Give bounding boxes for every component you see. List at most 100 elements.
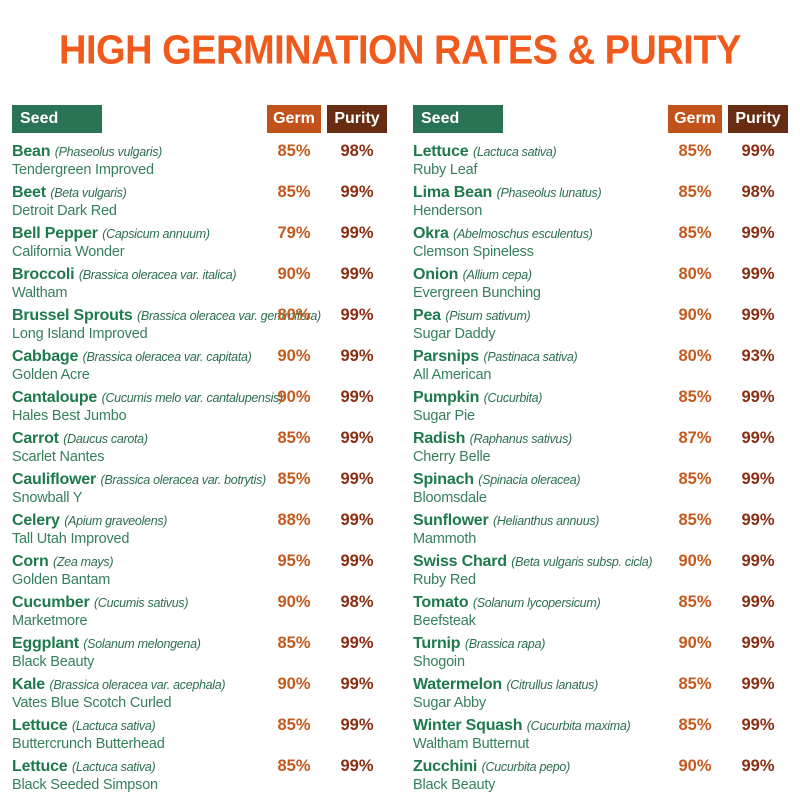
seed-latin-name: (Lactuca sativa) [71, 760, 156, 774]
seed-name: Bean [12, 143, 51, 160]
purity-value: 99% [741, 470, 775, 488]
seed-info: Turnip (Brassica rapa) Shogoin [413, 634, 668, 670]
seed-variety: Sugar Daddy [413, 326, 496, 342]
seed-name-line: Bean (Phaseolus vulgaris) [12, 142, 267, 162]
seed-info: Parsnips (Pastinaca sativa) All American [413, 347, 668, 383]
germ-value: 87% [678, 429, 712, 447]
seed-variety: Black Beauty [413, 777, 496, 793]
table-row: Broccoli (Brassica oleracea var. italica… [12, 265, 387, 301]
table-header-left: Seed Germ Purity [12, 105, 387, 133]
seed-latin-name: (Cucurbita maxima) [526, 719, 631, 733]
germ-value: 90% [277, 388, 311, 406]
seed-name: Radish [413, 430, 466, 447]
purity-value: 99% [741, 675, 775, 693]
seed-name-line: Beet (Beta vulgaris) [12, 183, 267, 203]
seed-latin-name: (Beta vulgaris subsp. cicla) [511, 555, 653, 569]
purity-value: 93% [741, 347, 775, 365]
seed-variety: Tall Utah Improved [12, 531, 130, 547]
purity-value: 99% [340, 757, 374, 775]
seed-variety: All American [413, 367, 492, 383]
germ-value: 90% [678, 552, 712, 570]
table-rows-left: Bean (Phaseolus vulgaris) Tendergreen Im… [12, 142, 387, 793]
purity-value: 99% [741, 306, 775, 324]
seed-info: Radish (Raphanus sativus) Cherry Belle [413, 429, 668, 465]
table-row: Lettuce (Lactuca sativa) Black Seeded Si… [12, 757, 387, 793]
seed-name-line: Eggplant (Solanum melongena) [12, 634, 267, 654]
table-row: Lettuce (Lactuca sativa) Ruby Leaf 85% 9… [413, 142, 788, 178]
seed-tables: Seed Germ Purity Bean (Phaseolus vulgari… [12, 105, 788, 798]
purity-value: 99% [340, 347, 374, 365]
purity-header-cell: Purity [728, 105, 788, 133]
seed-info: Pea (Pisum sativum) Sugar Daddy [413, 306, 668, 342]
seed-latin-name: (Brassica rapa) [464, 637, 546, 651]
seed-variety: Black Seeded Simpson [12, 777, 158, 793]
table-row: Tomato (Solanum lycopersicum) Beefsteak … [413, 593, 788, 629]
seed-name-line: Sunflower (Helianthus annuus) [413, 511, 668, 531]
seed-latin-name: (Phaseolus lunatus) [496, 186, 602, 200]
table-row: Celery (Apium graveolens) Tall Utah Impr… [12, 511, 387, 547]
table-row: Radish (Raphanus sativus) Cherry Belle 8… [413, 429, 788, 465]
seed-latin-name: (Capsicum annuum) [102, 227, 210, 241]
seed-info: Bean (Phaseolus vulgaris) Tendergreen Im… [12, 142, 267, 178]
germ-header-cell: Germ [267, 105, 321, 133]
seed-info: Bell Pepper (Capsicum annuum) California… [12, 224, 267, 260]
purity-header-cell: Purity [327, 105, 387, 133]
table-row: Cabbage (Brassica oleracea var. capitata… [12, 347, 387, 383]
purity-value: 98% [340, 142, 374, 160]
germ-value: 90% [678, 757, 712, 775]
seed-latin-name: (Helianthus annuus) [493, 514, 600, 528]
seed-info: Lettuce (Lactuca sativa) Buttercrunch Bu… [12, 716, 267, 752]
seed-name: Tomato [413, 594, 469, 611]
purity-value: 99% [340, 716, 374, 734]
purity-value: 99% [340, 675, 374, 693]
germ-column-header: Germ [267, 105, 321, 133]
seed-variety: California Wonder [12, 244, 125, 260]
purity-value: 99% [340, 470, 374, 488]
table-row: Beet (Beta vulgaris) Detroit Dark Red 85… [12, 183, 387, 219]
seed-info: Corn (Zea mays) Golden Bantam [12, 552, 267, 588]
seed-name: Celery [12, 512, 60, 529]
seed-info: Celery (Apium graveolens) Tall Utah Impr… [12, 511, 267, 547]
table-row: Onion (Allium cepa) Evergreen Bunching 8… [413, 265, 788, 301]
purity-value: 99% [340, 224, 374, 242]
table-row: Kale (Brassica oleracea var. acephala) V… [12, 675, 387, 711]
purity-value: 99% [741, 429, 775, 447]
purity-value: 98% [741, 183, 775, 201]
page-title: HIGH GERMINATION RATES & PURITY [59, 28, 741, 74]
seed-variety: Marketmore [12, 613, 88, 629]
seed-name-line: Bell Pepper (Capsicum annuum) [12, 224, 267, 244]
table-row: Brussel Sprouts (Brassica oleracea var. … [12, 306, 387, 342]
seed-info: Lima Bean (Phaseolus lunatus) Henderson [413, 183, 668, 219]
germ-value: 85% [277, 429, 311, 447]
germ-value: 90% [678, 634, 712, 652]
seed-latin-name: (Cucumis sativus) [93, 596, 189, 610]
seed-name: Eggplant [12, 635, 79, 652]
germ-column-header: Germ [668, 105, 722, 133]
table-row: Pumpkin (Cucurbita) Sugar Pie 85% 99% [413, 388, 788, 424]
purity-value: 99% [741, 757, 775, 775]
purity-value: 99% [340, 183, 374, 201]
table-row: Corn (Zea mays) Golden Bantam 95% 99% [12, 552, 387, 588]
table-row: Bean (Phaseolus vulgaris) Tendergreen Im… [12, 142, 387, 178]
seed-name-line: Lettuce (Lactuca sativa) [12, 716, 267, 736]
seed-variety: Ruby Red [413, 572, 476, 588]
germ-value: 80% [277, 306, 311, 324]
seed-name: Okra [413, 225, 449, 242]
table-row: Sunflower (Helianthus annuus) Mammoth 85… [413, 511, 788, 547]
seed-name: Cucumber [12, 594, 90, 611]
germ-value: 85% [678, 388, 712, 406]
purity-value: 99% [741, 142, 775, 160]
purity-value: 99% [741, 265, 775, 283]
table-header-right: Seed Germ Purity [413, 105, 788, 133]
seed-name: Beet [12, 184, 46, 201]
seed-name-line: Radish (Raphanus sativus) [413, 429, 668, 449]
purity-value: 99% [340, 388, 374, 406]
seed-info: Sunflower (Helianthus annuus) Mammoth [413, 511, 668, 547]
header-spacer [102, 105, 267, 133]
germ-value: 85% [678, 511, 712, 529]
table-row: Parsnips (Pastinaca sativa) All American… [413, 347, 788, 383]
seed-name-line: Pea (Pisum sativum) [413, 306, 668, 326]
seed-variety: Mammoth [413, 531, 477, 547]
table-row: Watermelon (Citrullus lanatus) Sugar Abb… [413, 675, 788, 711]
seed-name: Spinach [413, 471, 474, 488]
